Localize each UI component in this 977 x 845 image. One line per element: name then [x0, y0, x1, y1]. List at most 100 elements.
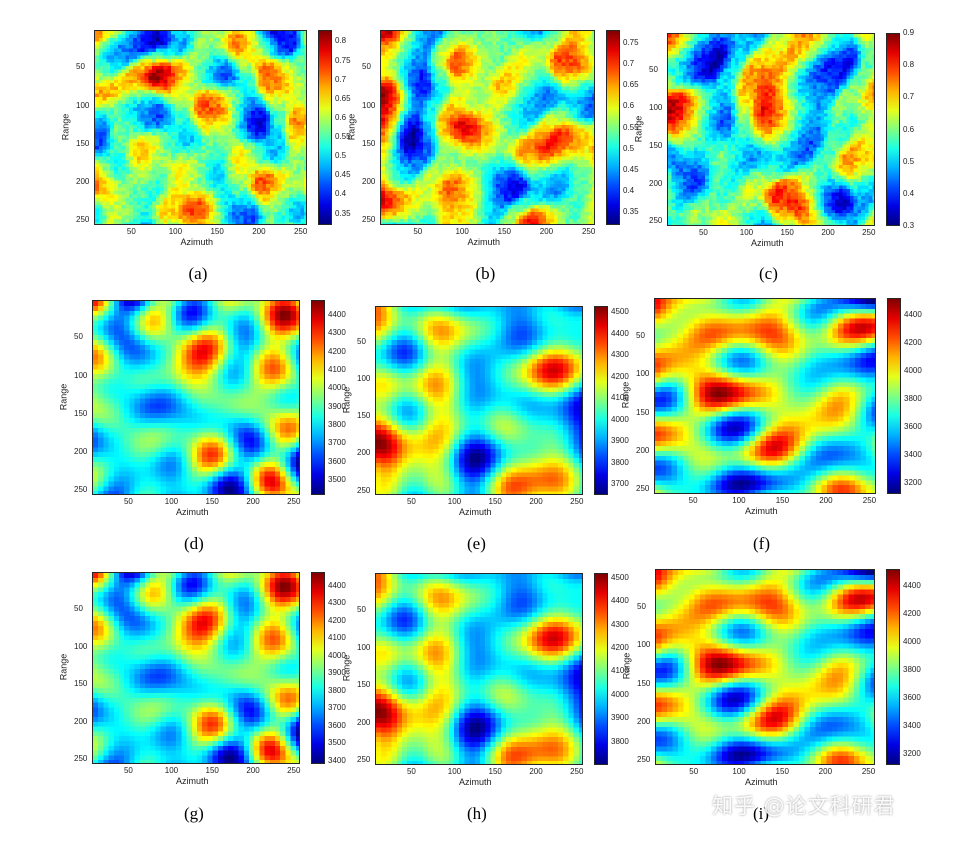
heatmap-cell [526, 65, 532, 70]
heatmap-cell [392, 48, 397, 53]
heatmap-cell [167, 72, 172, 77]
heatmap-cell [98, 111, 104, 116]
heatmap-cell [186, 191, 191, 196]
heatmap-cell [258, 93, 263, 98]
heatmap-cell [250, 128, 256, 133]
heatmap-cell [197, 145, 203, 150]
heatmap-cell [140, 90, 146, 95]
heatmap-cell [388, 48, 394, 53]
heatmap-cell [281, 163, 286, 168]
heatmap-cell [281, 201, 286, 206]
heatmap-cell [465, 76, 470, 81]
heatmap-cell [277, 156, 282, 161]
heatmap-cell [205, 180, 210, 185]
heatmap-cell [95, 100, 100, 105]
heatmap-cell [469, 62, 474, 67]
heatmap-cell [296, 121, 301, 126]
heatmap-cell [565, 34, 570, 39]
heatmap-cell [281, 72, 286, 77]
heatmap-cell [239, 100, 244, 105]
heatmap-cell [95, 219, 100, 224]
heatmap-cell [434, 83, 440, 88]
heatmap-cell [231, 166, 237, 171]
heatmap-cell [404, 48, 409, 53]
heatmap-cell [592, 31, 594, 36]
heatmap-cell [148, 219, 153, 224]
heatmap-cell [480, 31, 486, 36]
heatmap-cell [144, 145, 149, 150]
heatmap-cell [114, 97, 119, 102]
heatmap-cell [469, 107, 474, 112]
heatmap-cell [526, 128, 532, 133]
heatmap-cell [427, 100, 432, 105]
heatmap-cell [515, 55, 520, 60]
heatmap-cell [125, 135, 130, 140]
heatmap-cell [235, 191, 241, 196]
heatmap-cell [465, 48, 470, 53]
heatmap-cell [136, 166, 142, 171]
heatmap-cell [121, 79, 127, 84]
heatmap-cell [442, 142, 447, 147]
heatmap-cell [216, 31, 222, 36]
heatmap-cell [546, 41, 551, 46]
heatmap-cell [224, 51, 229, 56]
heatmap-cell [220, 198, 225, 203]
heatmap-cell [277, 121, 282, 126]
heatmap-cell [262, 128, 267, 133]
heatmap-cell [300, 62, 305, 67]
heatmap-cell [254, 205, 260, 210]
heatmap-cell [465, 114, 470, 119]
heatmap-cell [461, 142, 467, 147]
heatmap-cell [530, 114, 536, 119]
heatmap-cell [484, 41, 490, 46]
heatmap-cell [247, 58, 252, 63]
heatmap-cell [549, 69, 555, 74]
heatmap-cell [205, 37, 210, 43]
heatmap-cell [503, 65, 509, 70]
heatmap-cell [239, 138, 244, 144]
heatmap-cell [576, 51, 582, 56]
heatmap-cell [492, 76, 497, 81]
heatmap-cell [396, 142, 401, 147]
heatmap-cell [125, 145, 130, 150]
heatmap-cell [114, 44, 119, 50]
heatmap-cell [427, 118, 432, 123]
heatmap-cell [167, 173, 172, 178]
heatmap-cell [197, 163, 203, 168]
heatmap-cell [205, 34, 210, 39]
heatmap-cell [430, 55, 436, 60]
heatmap-cell [277, 187, 282, 192]
heatmap-cell [125, 34, 130, 39]
heatmap-cell [220, 187, 225, 192]
heatmap-cell [125, 48, 130, 53]
heatmap-cell [442, 100, 447, 105]
heatmap-cell [588, 76, 593, 81]
heatmap-cell [392, 72, 397, 77]
heatmap-cell [392, 65, 397, 70]
heatmap-cell [419, 62, 424, 67]
heatmap-cell [281, 215, 286, 220]
heatmap-cell [201, 58, 206, 63]
heatmap-cell [388, 121, 394, 126]
heatmap-cell [133, 177, 138, 182]
heatmap-cell [300, 212, 305, 217]
heatmap-cell [407, 135, 413, 140]
heatmap-cell [519, 142, 524, 147]
heatmap-cell [519, 100, 524, 105]
heatmap-cell [457, 72, 463, 77]
heatmap-cell [281, 212, 286, 217]
heatmap-cell [534, 34, 540, 39]
heatmap-cell [592, 48, 594, 53]
heatmap-cell [580, 62, 586, 67]
heatmap-cell [140, 97, 146, 102]
heatmap-cell [384, 44, 390, 50]
heatmap-cell [419, 51, 424, 56]
heatmap-cell [400, 125, 405, 130]
heatmap-cell [212, 173, 218, 178]
heatmap-cell [114, 215, 119, 220]
heatmap-cell [584, 62, 589, 67]
heatmap-cell [114, 191, 119, 196]
heatmap-cell [102, 121, 108, 126]
heatmap-cell [98, 194, 104, 199]
heatmap-cell [247, 128, 252, 133]
